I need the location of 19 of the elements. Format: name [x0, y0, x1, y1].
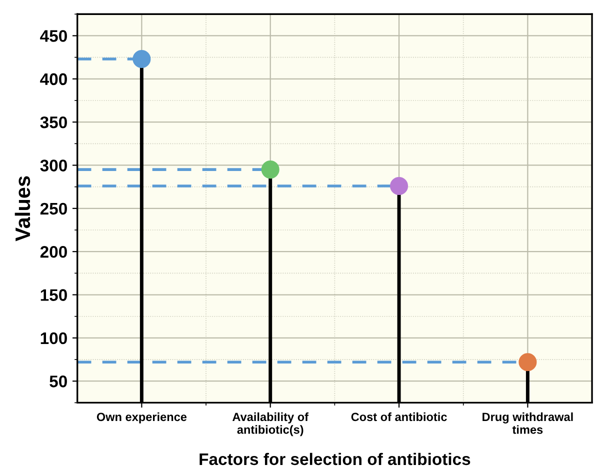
y-tick-label: 350 [40, 116, 67, 128]
y-tick-label: 400 [40, 73, 67, 86]
x-tick-label: Drug withdrawal times [482, 412, 573, 434]
y-tick-label: 50 [50, 376, 67, 388]
x-axis-title: Factors for selection of antibiotics [200, 452, 470, 466]
point [132, 50, 151, 68]
y-tick-label: 300 [40, 160, 67, 172]
x-tick-label: Own experience [96, 412, 187, 424]
y-tick-label: 150 [40, 289, 67, 301]
y-tick-label: 100 [40, 332, 67, 344]
y-axis-title: Values [14, 176, 30, 242]
x-tick-label: Availability of antibiotic(s) [232, 412, 309, 436]
y-tick-label: 250 [40, 202, 67, 215]
x-tick-label: Cost of antibiotic [351, 412, 447, 422]
y-tick-label: 450 [40, 30, 67, 42]
point [390, 176, 408, 195]
point [261, 160, 280, 179]
point [518, 353, 537, 372]
y-tick-label: 200 [40, 246, 67, 258]
